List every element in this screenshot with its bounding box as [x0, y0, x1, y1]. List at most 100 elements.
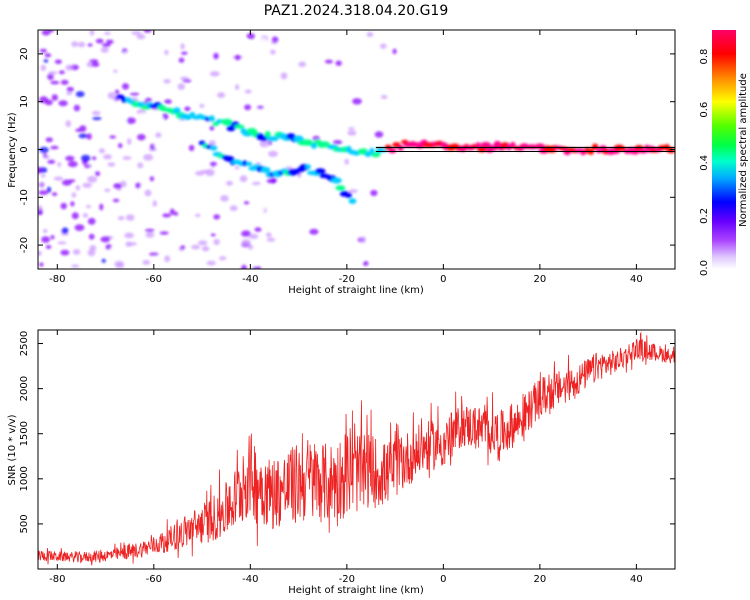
spectrogram-cell [100, 236, 111, 243]
x-tick-label: 40 [630, 574, 643, 585]
spectrogram-cell [89, 59, 99, 63]
spectrogram-cell [218, 256, 227, 261]
spectrogram-cell [107, 162, 116, 167]
spectrogram-cell [244, 89, 252, 94]
x-tick-label: -40 [242, 574, 258, 585]
spectrogram-cell [210, 233, 216, 237]
spectrogram-cell [65, 155, 75, 161]
spectrogram-cell [41, 236, 50, 243]
spectrogram-cell [201, 245, 210, 252]
spectrogram-cell [61, 179, 72, 186]
spectrogram-xlabel: Height of straight line (km) [288, 285, 424, 296]
spectrogram-cell [159, 231, 169, 235]
spectrogram-cell [144, 189, 152, 197]
spectrogram-cell [71, 41, 79, 47]
spectrogram-cell [143, 154, 154, 161]
spectrogram-cell [213, 187, 221, 191]
spectrogram-cell [54, 59, 63, 65]
spectrogram-cell [38, 167, 43, 174]
spectrogram-cell [44, 53, 52, 58]
spectrogram-cell [46, 186, 52, 193]
x-tick-label: -80 [49, 574, 65, 585]
spectrogram-cell [131, 31, 142, 35]
spectrogram-cell [185, 115, 192, 121]
spectrogram-cell [353, 258, 363, 263]
colorbar-tick-label: 0.4 [699, 155, 710, 171]
spectrogram-cell [74, 224, 85, 232]
spectrogram-cell [181, 51, 188, 55]
spectrogram-cell [234, 124, 245, 129]
spectrogram-cell [229, 205, 238, 212]
spectrogram-cell [99, 203, 104, 211]
spectrogram-cell [92, 116, 102, 121]
spectrogram-cell [266, 237, 276, 242]
spectrogram-cell [239, 175, 248, 183]
spectrogram-cell [50, 80, 60, 85]
spectrogram-cell [309, 228, 319, 235]
spectrogram-cell [223, 155, 235, 162]
spectrogram-cell [213, 214, 221, 220]
spectrogram-cell [195, 213, 201, 218]
spectrogram-cell [57, 241, 67, 245]
spectrogram-cell [149, 143, 156, 150]
spectrogram-cell [139, 96, 145, 102]
snr-ylabel: SNR (10 * v/v) [7, 414, 18, 485]
x-tick-label: 40 [630, 274, 643, 285]
spectrogram-cell [280, 72, 288, 80]
spectrogram-cell [184, 106, 191, 112]
spectrogram-cell [44, 155, 50, 160]
spectrogram-cell [136, 34, 146, 40]
spectrogram-cell [125, 241, 132, 247]
spectrogram-cell [60, 79, 69, 85]
figure-title: PAZ1.2024.318.04.20.G19 [264, 3, 449, 19]
spectrogram-cell [209, 125, 215, 131]
spectrogram-cell [272, 136, 279, 142]
spectrogram-cell [138, 112, 148, 118]
spectrogram-cell [70, 201, 75, 207]
spectrogram-cell [255, 50, 264, 55]
spectrogram-cell [370, 189, 378, 197]
spectrogram-cell [45, 245, 52, 249]
spectrogram-cell [38, 205, 43, 212]
colorbar-tick-label: 0.8 [699, 49, 710, 65]
spectrogram-cell [47, 159, 56, 164]
spectrogram-cell [100, 47, 109, 53]
spectrogram-cell [65, 64, 73, 71]
spectrogram-cell [109, 67, 116, 74]
spectrogram-cell [382, 260, 391, 267]
spectrogram-cell [209, 71, 220, 77]
x-tick-label: -60 [146, 274, 162, 285]
spectrogram-cell [162, 113, 169, 120]
spectrogram-cell [61, 232, 69, 236]
spectrogram-cell [169, 208, 175, 215]
spectrogram-cell [137, 134, 146, 141]
spectrogram-cell [348, 198, 357, 204]
spectrogram-cell [477, 146, 487, 153]
spectrogram-cell [40, 174, 46, 178]
spectrogram-cell [335, 185, 346, 191]
spectrogram-cell [105, 244, 112, 250]
spectrogram-cell [106, 122, 114, 129]
spectrogram-cell [510, 141, 516, 148]
spectrogram-cell [180, 43, 185, 50]
spectrogram-cell [213, 238, 220, 246]
spectrogram-cell [60, 202, 67, 210]
spectrogram-cell [145, 232, 155, 238]
spectrogram-cell [87, 249, 96, 257]
spectrogram-cell [127, 138, 132, 145]
spectrogram-cell [199, 103, 205, 108]
spectrogram-cell [332, 140, 343, 145]
colorbar-tick-label: 0.6 [699, 102, 710, 118]
spectrogram-cell [149, 252, 159, 256]
spectrogram-cell [362, 261, 369, 266]
spectrogram-cell [42, 228, 48, 234]
y-tick-label: 500 [19, 514, 30, 533]
spectrogram-cell [103, 154, 112, 160]
spectrogram-cell [193, 91, 200, 95]
spectrogram-cell [78, 133, 88, 139]
spectrogram-cell [251, 262, 257, 267]
spectrogram-cell [256, 105, 265, 110]
spectrogram-cell [234, 166, 240, 170]
spectrogram-cell [121, 206, 127, 213]
spectrogram-cell [366, 32, 374, 37]
